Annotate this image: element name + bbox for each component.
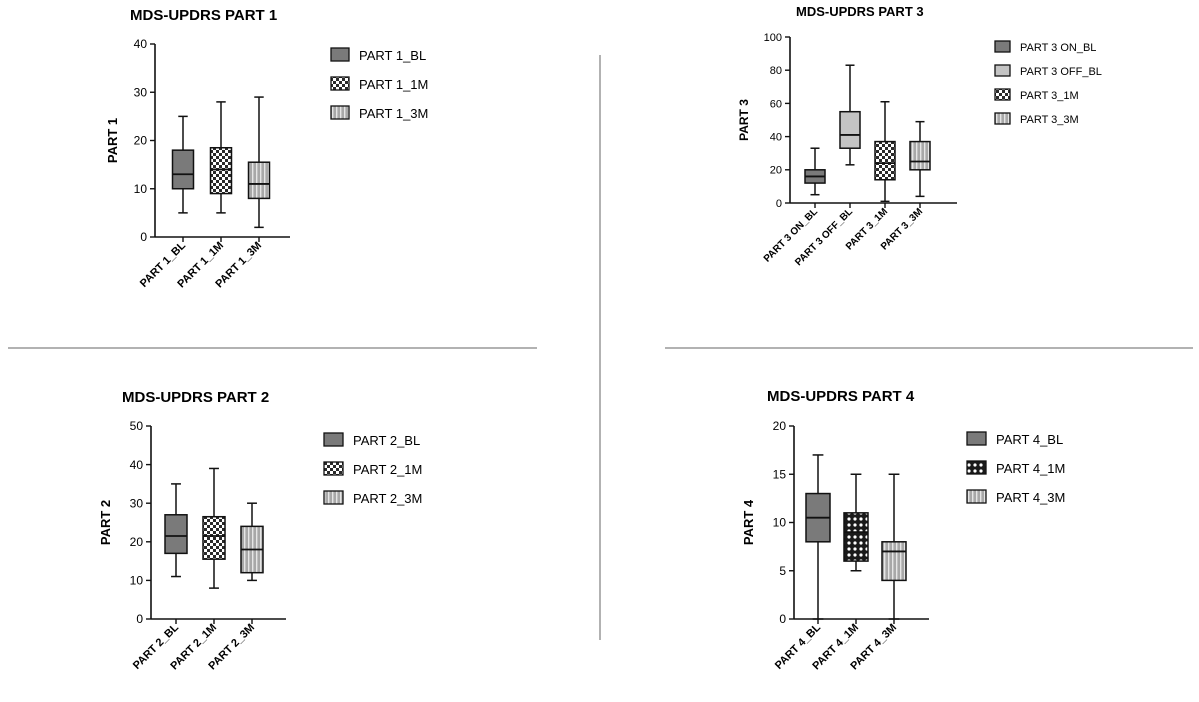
legend-label: PART 1_1M	[359, 77, 428, 92]
y-tick-label: 0	[776, 198, 782, 210]
y-axis-label: PART 4	[741, 499, 756, 545]
legend-label: PART 4_BL	[996, 432, 1063, 447]
y-tick-label: 40	[134, 37, 148, 51]
chart-title: MDS-UPDRS PART 1	[130, 7, 277, 24]
legend-label: PART 4_1M	[996, 461, 1065, 476]
y-tick-label: 40	[770, 131, 782, 143]
legend-swatch	[966, 431, 987, 446]
legend-swatch	[966, 489, 987, 504]
box-1	[171, 149, 195, 190]
y-tick-label: 0	[779, 612, 786, 626]
box-3	[247, 161, 271, 200]
y-tick-label: 5	[779, 564, 786, 578]
legend-swatch	[994, 64, 1011, 77]
box-4	[909, 140, 931, 171]
legend-label: PART 1_BL	[359, 48, 426, 63]
legend-label: PART 3_3M	[1020, 114, 1079, 126]
legend-label: PART 3_1M	[1020, 90, 1079, 102]
y-axis-label: PART 1	[105, 118, 120, 163]
chart-part3: MDS-UPDRS PART 3 PART 3 0 20 40 60 80 100 PART 3…	[737, 4, 1102, 268]
legend-swatch	[994, 40, 1011, 53]
chart-part4: MDS-UPDRS PART 4 PART 4 0 5 10 15 20 PART 4_BL P…	[741, 388, 1065, 672]
legend-label: PART 3 OFF_BL	[1020, 66, 1102, 78]
y-tick-label: 60	[770, 98, 782, 110]
legend-label: PART 2_1M	[353, 462, 422, 477]
chart-part1: MDS-UPDRS PART 1 PART 1 0 10 20 30 40 PART 1_BL…	[105, 7, 428, 290]
legend-label: PART 3 ON_BL	[1020, 42, 1096, 54]
legend-label: PART 4_3M	[996, 490, 1065, 505]
y-tick-label: 10	[130, 574, 144, 588]
chart-part2: MDS-UPDRS PART 2 PART 2 0 10 20 30 40 50 PART 2_…	[98, 389, 422, 672]
legend-label: PART 1_3M	[359, 106, 428, 121]
y-tick-label: 15	[773, 467, 787, 481]
y-tick-label: 50	[130, 419, 144, 433]
y-tick-label: 20	[773, 419, 787, 433]
y-axis-label: PART 3	[737, 99, 751, 141]
legend-swatch	[330, 47, 350, 62]
legend-swatch	[994, 112, 1011, 125]
chart-title: MDS-UPDRS PART 3	[796, 4, 924, 19]
legend-label: PART 2_BL	[353, 433, 420, 448]
box-2	[202, 515, 226, 560]
box-3	[881, 541, 907, 582]
y-axis-label: PART 2	[98, 500, 113, 545]
chart-title: MDS-UPDRS PART 2	[122, 389, 269, 406]
y-tick-label: 100	[764, 32, 782, 44]
legend-swatch	[323, 432, 344, 447]
chart-title: MDS-UPDRS PART 4	[767, 388, 915, 405]
y-tick-label: 80	[770, 65, 782, 77]
box-2	[209, 146, 233, 195]
box-2	[843, 512, 869, 562]
y-tick-label: 20	[134, 134, 148, 148]
legend-swatch	[323, 490, 344, 505]
box-1	[164, 514, 188, 555]
box-2	[839, 110, 861, 149]
y-tick-label: 30	[134, 85, 148, 99]
legend-swatch	[330, 105, 350, 120]
y-tick-label: 20	[130, 535, 144, 549]
y-tick-label: 40	[130, 458, 144, 472]
legend-swatch	[330, 76, 350, 91]
legend-label: PART 2_3M	[353, 491, 422, 506]
legend-swatch	[994, 88, 1011, 101]
y-tick-label: 20	[770, 165, 782, 177]
y-tick-label: 30	[130, 496, 144, 510]
y-tick-label: 10	[134, 182, 148, 196]
y-tick-label: 0	[140, 230, 147, 244]
y-tick-label: 10	[773, 516, 787, 530]
y-tick-label: 0	[136, 612, 143, 626]
legend-swatch	[966, 460, 987, 475]
legend-swatch	[323, 461, 344, 476]
box-3	[874, 140, 896, 181]
